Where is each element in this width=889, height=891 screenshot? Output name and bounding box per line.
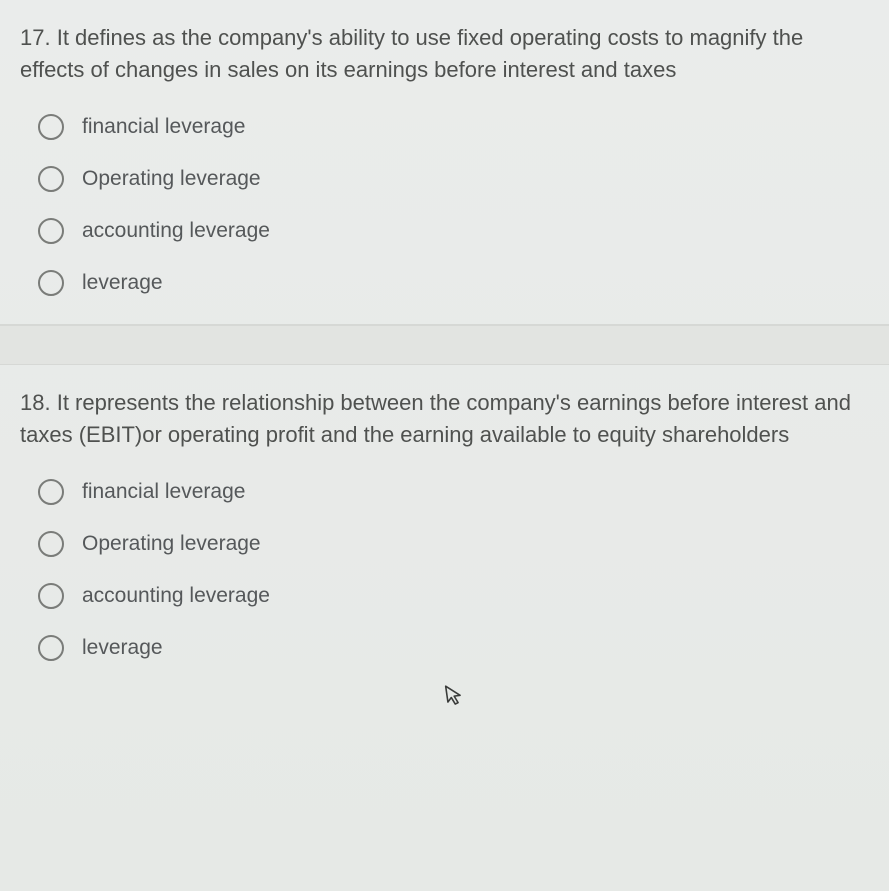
radio-icon[interactable] bbox=[38, 479, 64, 505]
question-text: 18. It represents the relationship betwe… bbox=[20, 387, 869, 451]
radio-icon[interactable] bbox=[38, 635, 64, 661]
option-label: Operating leverage bbox=[82, 532, 261, 556]
question-17: 17. It defines as the company's ability … bbox=[0, 0, 889, 325]
options-group: financial leverage Operating leverage ac… bbox=[20, 114, 869, 296]
option-label: leverage bbox=[82, 271, 163, 295]
section-divider bbox=[0, 325, 889, 365]
question-body: It defines as the company's ability to u… bbox=[20, 25, 803, 82]
option-label: accounting leverage bbox=[82, 219, 270, 243]
question-body: It represents the relationship between t… bbox=[20, 390, 851, 447]
radio-icon[interactable] bbox=[38, 270, 64, 296]
option-label: accounting leverage bbox=[82, 584, 270, 608]
radio-icon[interactable] bbox=[38, 166, 64, 192]
question-number: 18. bbox=[20, 390, 51, 415]
radio-icon[interactable] bbox=[38, 218, 64, 244]
option-label: leverage bbox=[82, 636, 163, 660]
option-row[interactable]: leverage bbox=[38, 270, 869, 296]
options-group: financial leverage Operating leverage ac… bbox=[20, 479, 869, 661]
question-text: 17. It defines as the company's ability … bbox=[20, 22, 869, 86]
radio-icon[interactable] bbox=[38, 531, 64, 557]
radio-icon[interactable] bbox=[38, 114, 64, 140]
option-row[interactable]: financial leverage bbox=[38, 114, 869, 140]
option-row[interactable]: financial leverage bbox=[38, 479, 869, 505]
option-row[interactable]: Operating leverage bbox=[38, 531, 869, 557]
option-row[interactable]: accounting leverage bbox=[38, 218, 869, 244]
option-label: financial leverage bbox=[82, 480, 245, 504]
option-row[interactable]: Operating leverage bbox=[38, 166, 869, 192]
option-row[interactable]: accounting leverage bbox=[38, 583, 869, 609]
question-number: 17. bbox=[20, 25, 51, 50]
option-label: Operating leverage bbox=[82, 167, 261, 191]
option-label: financial leverage bbox=[82, 115, 245, 139]
radio-icon[interactable] bbox=[38, 583, 64, 609]
quiz-page: 17. It defines as the company's ability … bbox=[0, 0, 889, 891]
option-row[interactable]: leverage bbox=[38, 635, 869, 661]
question-18: 18. It represents the relationship betwe… bbox=[0, 365, 889, 689]
